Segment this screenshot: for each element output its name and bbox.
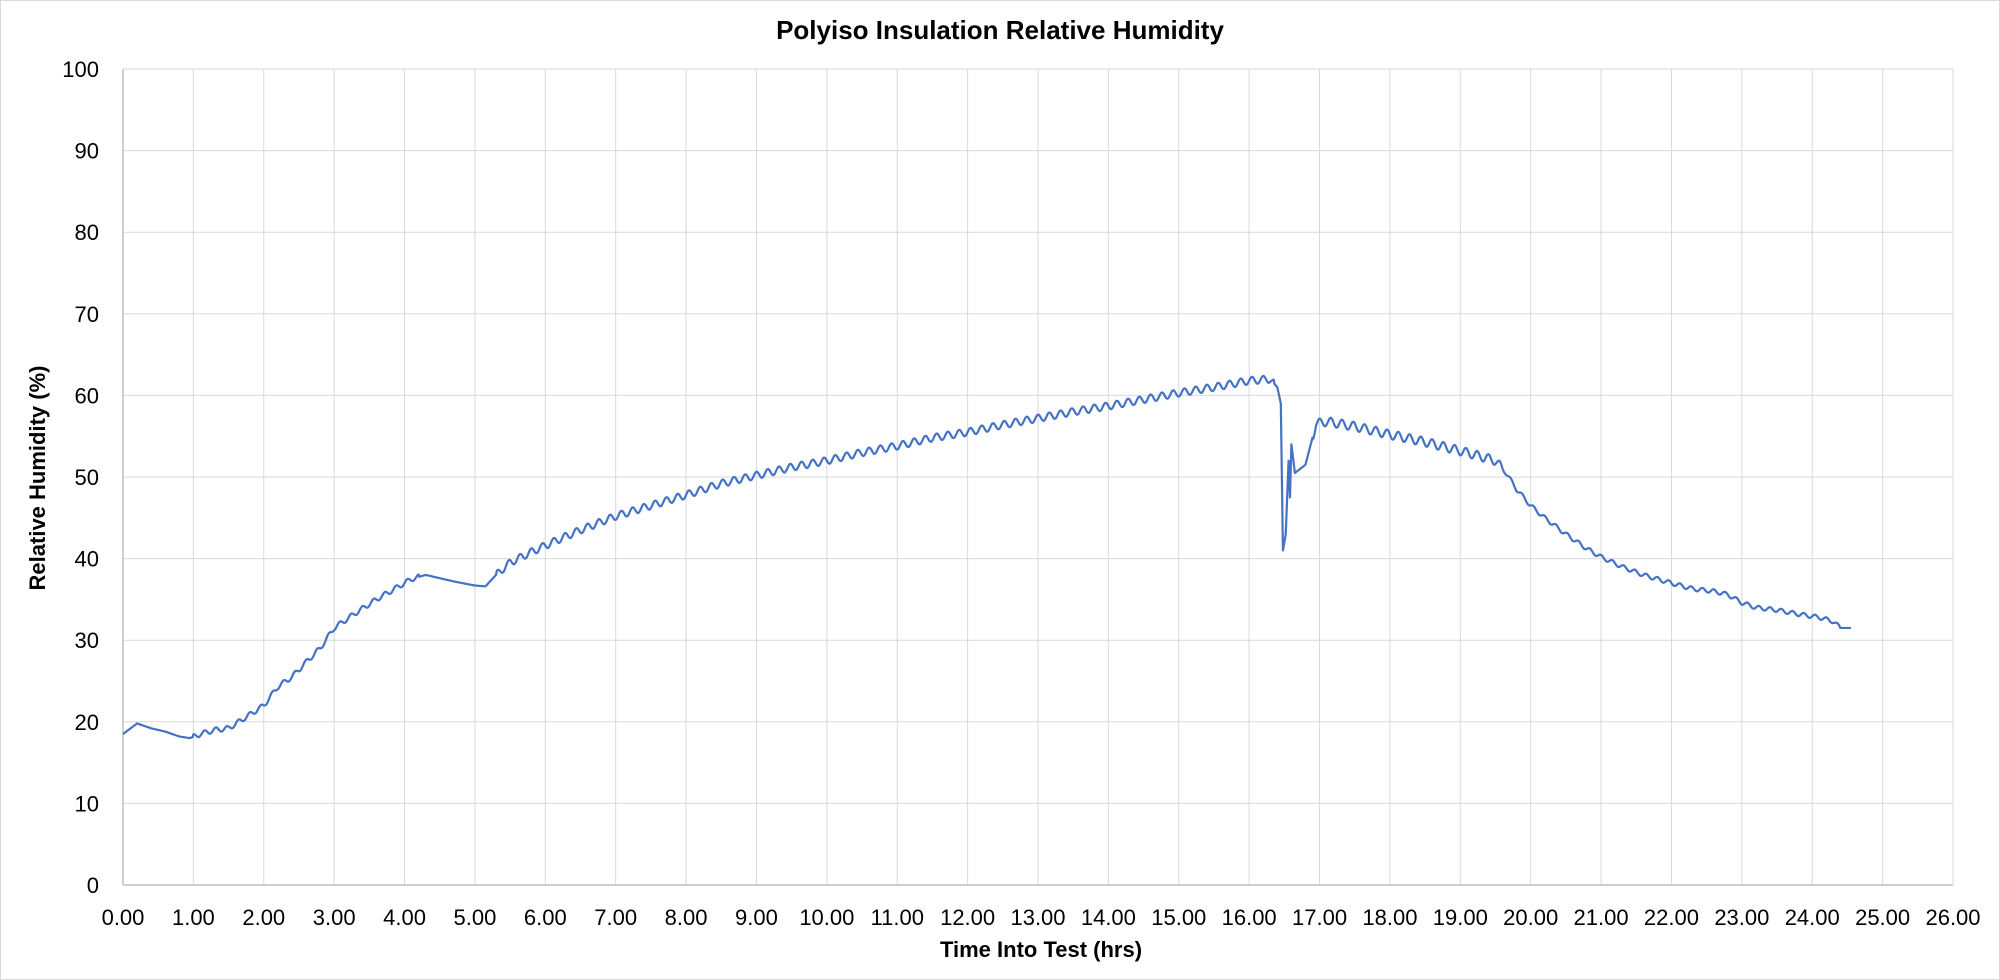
y-tick-label: 100 [62, 57, 99, 82]
x-tick-label: 14.00 [1081, 905, 1136, 930]
x-tick-label: 21.00 [1574, 905, 1629, 930]
x-tick-label: 11.00 [871, 905, 924, 930]
x-tick-labels: 0.00 1.00 2.00 3.00 4.00 5.00 6.00 7.00 8.00 9.00… [102, 905, 1981, 930]
x-tick-label: 3.00 [313, 905, 356, 930]
y-tick-label: 10 [75, 791, 99, 816]
x-tick-label: 6.00 [524, 905, 567, 930]
x-tick-label: 16.00 [1222, 905, 1277, 930]
x-tick-label: 13.00 [1010, 905, 1065, 930]
series-line [122, 374, 1852, 740]
x-tick-label: 15.00 [1151, 905, 1206, 930]
x-tick-label: 5.00 [454, 905, 497, 930]
x-tick-label: 26.00 [1925, 905, 1980, 930]
x-tick-label: 20.00 [1503, 905, 1558, 930]
y-tick-label: 90 [75, 139, 99, 164]
x-tick-label: 10.00 [799, 905, 854, 930]
x-tick-label: 22.00 [1644, 905, 1699, 930]
y-tick-label: 60 [75, 383, 99, 408]
gridlines [123, 68, 1954, 885]
x-tick-label: 8.00 [665, 905, 708, 930]
x-tick-label: 12.00 [940, 905, 995, 930]
x-tick-label: 24.00 [1785, 905, 1840, 930]
x-tick-label: 0.00 [102, 905, 145, 930]
x-tick-label: 1.00 [172, 905, 215, 930]
axes [122, 69, 1953, 886]
x-tick-label: 4.00 [383, 905, 426, 930]
y-tick-label: 80 [75, 220, 99, 245]
x-tick-label: 17.00 [1292, 905, 1347, 930]
y-tick-label: 0 [87, 873, 99, 898]
y-axis-title: Relative Humidity (%) [25, 366, 50, 591]
x-tick-label: 7.00 [594, 905, 637, 930]
x-tick-label: 2.00 [242, 905, 285, 930]
y-tick-label: 20 [75, 710, 99, 735]
x-tick-label: 23.00 [1714, 905, 1769, 930]
x-tick-label: 19.00 [1433, 905, 1488, 930]
chart-title: Polyiso Insulation Relative Humidity [776, 15, 1224, 45]
y-tick-label: 40 [75, 547, 99, 572]
series-layer [122, 374, 1852, 740]
y-tick-label: 30 [75, 628, 99, 653]
y-tick-label: 70 [75, 302, 99, 327]
x-axis-title: Time Into Test (hrs) [940, 937, 1142, 962]
y-tick-label: 50 [75, 465, 99, 490]
y-tick-labels: 0 10 20 30 40 50 60 70 80 90 100 [62, 57, 99, 898]
x-tick-label: 9.00 [735, 905, 778, 930]
x-tick-label: 18.00 [1362, 905, 1417, 930]
x-tick-label: 25.00 [1855, 905, 1910, 930]
